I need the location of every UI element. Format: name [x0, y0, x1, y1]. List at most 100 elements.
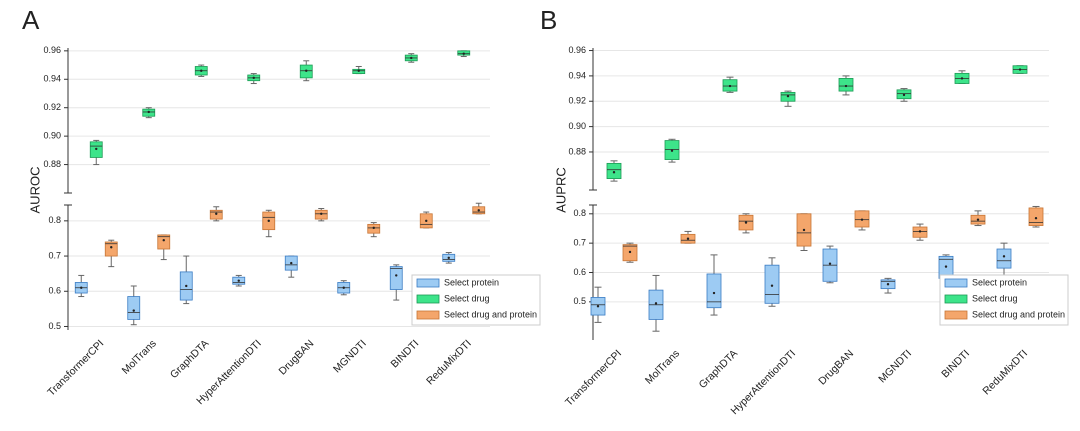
- y-axis-title: AUPRC: [553, 167, 568, 213]
- mean-point: [200, 69, 203, 72]
- mean-point: [237, 279, 240, 282]
- mean-point: [628, 250, 632, 254]
- x-tick-label: DrugBAN: [816, 348, 856, 388]
- box: [389, 266, 403, 290]
- y-tick-label: 0.7: [573, 238, 586, 248]
- mean-point: [744, 221, 748, 224]
- x-tick-label: BINDTI: [389, 338, 422, 371]
- box: [764, 264, 780, 304]
- y-tick-label: 0.88: [568, 146, 586, 156]
- mean-point: [342, 286, 345, 289]
- mean-point: [712, 291, 716, 295]
- mean-point: [960, 77, 964, 80]
- mean-point: [462, 52, 465, 55]
- mean-point: [1018, 68, 1022, 71]
- mean-point: [320, 212, 323, 216]
- y-tick-label: 0.6: [573, 267, 586, 277]
- legend-label: Select drug and protein: [972, 309, 1065, 319]
- mean-point: [886, 283, 890, 286]
- x-tick-label: GraphDTA: [168, 338, 211, 381]
- box: [606, 162, 622, 179]
- x-tick-label: HyperAttentionDTI: [729, 348, 799, 418]
- mean-point: [786, 94, 790, 98]
- mean-point: [162, 239, 165, 242]
- mean-point: [110, 246, 113, 249]
- x-tick-label: TransformerCPI: [563, 348, 624, 409]
- mean-point: [447, 256, 450, 260]
- legend-label: Select protein: [444, 277, 499, 287]
- mean-point: [267, 219, 270, 223]
- mean-point: [215, 212, 218, 216]
- mean-point: [372, 226, 375, 230]
- y-tick-label: 0.8: [573, 208, 586, 218]
- mean-point: [596, 305, 600, 308]
- x-tick-label: GraphDTA: [697, 348, 740, 391]
- panel-title: B: [540, 5, 557, 35]
- box: [104, 241, 118, 257]
- x-tick-label: MolTrans: [643, 348, 682, 387]
- box: [706, 273, 722, 309]
- x-tick-label: DrugBAN: [276, 338, 316, 378]
- x-tick-label: ReduMixDTI: [980, 348, 1030, 398]
- legend-swatch: [944, 310, 968, 320]
- mean-point: [80, 286, 83, 289]
- y-tick-label: 0.92: [568, 96, 586, 106]
- y-tick-label: 0.7: [48, 250, 61, 260]
- panel-title: A: [22, 5, 40, 35]
- box: [1028, 207, 1044, 226]
- mean-point: [425, 219, 428, 223]
- y-axis-title: AUROC: [27, 167, 42, 214]
- mean-point: [185, 284, 188, 288]
- legend-swatch: [944, 278, 968, 288]
- y-tick-label: 0.90: [568, 121, 586, 131]
- mean-point: [147, 110, 150, 114]
- mean-point: [902, 93, 906, 97]
- x-tick-label: TransformerCPI: [45, 338, 106, 399]
- x-tick-label: ReduMixDTI: [424, 338, 474, 388]
- mean-point: [612, 171, 616, 174]
- x-tick-label: MGNDTI: [876, 348, 914, 386]
- y-tick-label: 0.5: [573, 296, 586, 306]
- y-tick-label: 0.96: [43, 45, 61, 55]
- mean-point: [976, 218, 980, 221]
- legend-swatch: [416, 278, 440, 288]
- x-tick-label: BINDTI: [939, 348, 972, 381]
- legend-label: Select protein: [972, 277, 1027, 287]
- y-tick-label: 0.5: [48, 321, 61, 331]
- mean-point: [728, 84, 732, 88]
- mean-point: [290, 261, 293, 265]
- y-tick-label: 0.8: [48, 215, 61, 225]
- y-tick-label: 0.6: [48, 286, 61, 296]
- mean-point: [860, 218, 864, 221]
- legend-swatch: [416, 294, 440, 304]
- mean-point: [686, 237, 690, 240]
- legend-label: Select drug: [972, 293, 1018, 303]
- legend-swatch: [944, 294, 968, 304]
- mean-point: [395, 274, 398, 277]
- box: [838, 78, 854, 92]
- mean-point: [1002, 255, 1006, 258]
- mean-point: [357, 69, 360, 72]
- y-tick-label: 0.90: [43, 131, 61, 141]
- legend-swatch: [416, 310, 440, 320]
- mean-point: [770, 284, 774, 287]
- x-tick-label: MGNDTI: [331, 338, 369, 376]
- mean-point: [944, 265, 948, 268]
- mean-point: [1034, 217, 1038, 220]
- box: [127, 296, 141, 320]
- y-tick-label: 0.88: [43, 159, 61, 169]
- y-tick-label: 0.94: [43, 74, 61, 84]
- mean-point: [802, 228, 806, 232]
- y-tick-label: 0.92: [43, 102, 61, 112]
- mean-point: [252, 76, 255, 80]
- legend-label: Select drug and protein: [444, 309, 537, 319]
- x-tick-label: MolTrans: [120, 338, 159, 377]
- mean-point: [918, 230, 922, 233]
- box: [996, 248, 1012, 269]
- mean-point: [828, 262, 832, 265]
- mean-point: [844, 84, 848, 88]
- mean-point: [477, 209, 480, 212]
- mean-point: [654, 302, 658, 305]
- y-tick-label: 0.96: [568, 45, 586, 55]
